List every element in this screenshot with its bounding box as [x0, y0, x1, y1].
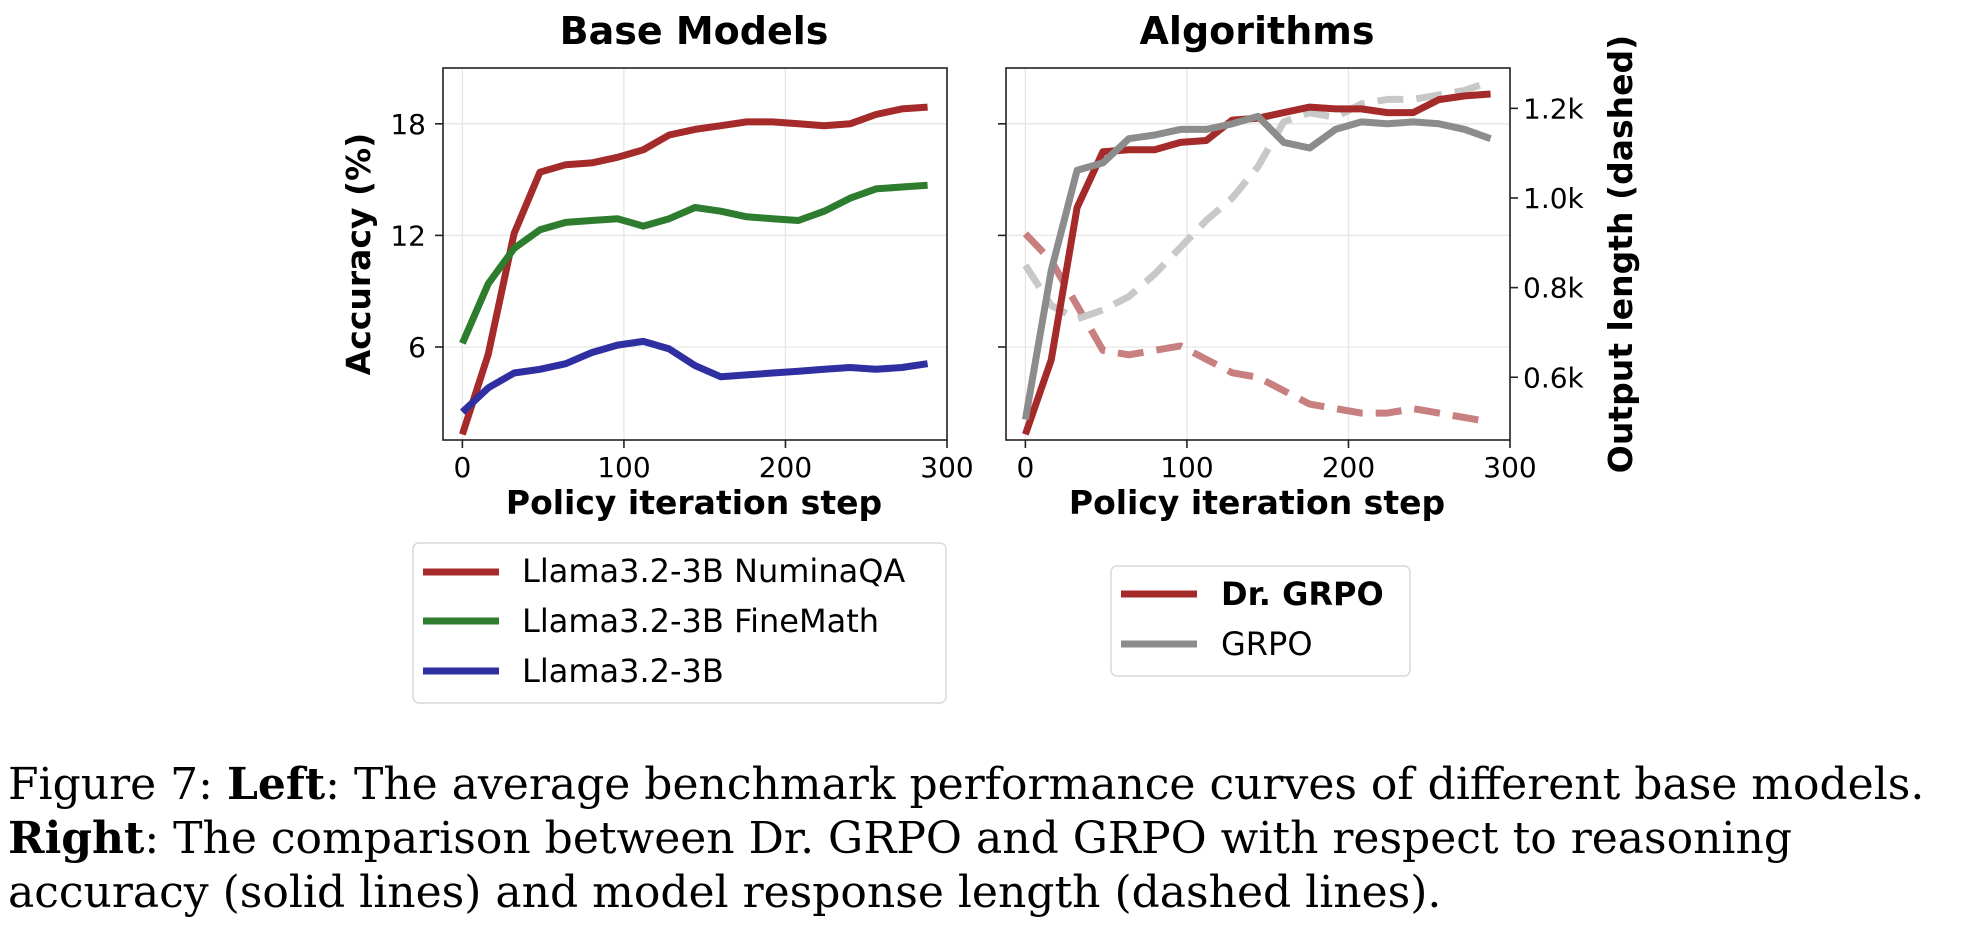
left-y-ticks: 6 12 18: [390, 108, 443, 364]
caption-left-text: : The average benchmark performance curv…: [325, 759, 1925, 810]
y-tick-label: 18: [390, 108, 426, 141]
left-x-axis-label: Policy iteration step: [506, 483, 882, 522]
right-plot-frame: [1005, 67, 1511, 441]
x-tick-label: 300: [920, 451, 973, 484]
right-x-ticks: 0 100 200 300: [1016, 440, 1537, 484]
caption-left-word: Left: [226, 759, 326, 810]
left-plot-frame: [442, 67, 948, 441]
series-line-dr-grpo-length: [1022, 231, 1492, 426]
x-tick-label: 0: [453, 451, 471, 484]
series-line-llama3-2-3b-finemath: [459, 181, 928, 345]
algorithms-panel: Algorithms 0 100 200 300 0.6k 0.8k 1.0k 1.2k P…: [998, 9, 1640, 522]
y2-tick-label: 1.2k: [1523, 92, 1585, 125]
legend-label-base: Llama3.2-3B: [522, 652, 724, 690]
legend-label-finemath: Llama3.2-3B FineMath: [522, 602, 879, 640]
caption-right-word: Right: [8, 813, 145, 864]
figure-caption: Figure 7: Left: The average benchmark pe…: [8, 758, 1983, 920]
right-secondary-y-axis-label: Output length (dashed): [1601, 35, 1640, 473]
right-y-ticks: [998, 123, 1006, 348]
y2-tick-label: 0.6k: [1523, 361, 1585, 394]
series-line-grpo-length: [1022, 78, 1492, 323]
x-tick-label: 300: [1483, 451, 1536, 484]
base-models-title: Base Models: [560, 9, 829, 53]
left-legend-box: [412, 542, 947, 704]
legend-label-dr-grpo: Dr. GRPO: [1221, 575, 1384, 613]
x-tick-label: 100: [597, 451, 650, 484]
y-tick-label: 12: [390, 219, 426, 252]
legend-label-grpo: GRPO: [1221, 625, 1313, 663]
right-legend: Dr. GRPO GRPO: [1110, 565, 1411, 677]
right-secondary-y-ticks: 0.6k 0.8k 1.0k 1.2k: [1510, 92, 1585, 394]
x-tick-label: 200: [759, 451, 812, 484]
caption-right-text: : The comparison between Dr. GRPO and GR…: [8, 813, 1793, 918]
y2-tick-label: 1.0k: [1523, 182, 1585, 215]
y-tick-label: 6: [408, 331, 426, 364]
algorithms-title: Algorithms: [1140, 9, 1375, 53]
left-series-lines: [459, 103, 929, 436]
series-line-llama3-2-3b-numinaqa: [459, 103, 928, 436]
y2-tick-label: 0.8k: [1523, 272, 1585, 305]
series-line-dr-grpo: [1022, 90, 1491, 436]
left-x-ticks: 0 100 200 300: [453, 440, 974, 484]
series-line-llama3-2-3b: [460, 337, 929, 415]
x-tick-label: 100: [1160, 451, 1213, 484]
left-legend: Llama3.2-3B NuminaQA Llama3.2-3B FineMat…: [412, 542, 947, 704]
left-gridlines: [443, 68, 948, 440]
series-line-grpo: [1021, 112, 1492, 421]
right-series-lines: [1021, 78, 1492, 436]
x-tick-label: 200: [1322, 451, 1375, 484]
legend-label-numinaqa: Llama3.2-3B NuminaQA: [522, 552, 905, 590]
right-x-axis-label: Policy iteration step: [1069, 483, 1445, 522]
caption-figure-label: Figure 7:: [8, 759, 213, 810]
left-y-axis-label: Accuracy (%): [339, 133, 378, 376]
x-tick-label: 0: [1016, 451, 1034, 484]
base-models-panel: Base Models 0 100 200 300 6 12 18 Policy iter…: [339, 9, 974, 522]
